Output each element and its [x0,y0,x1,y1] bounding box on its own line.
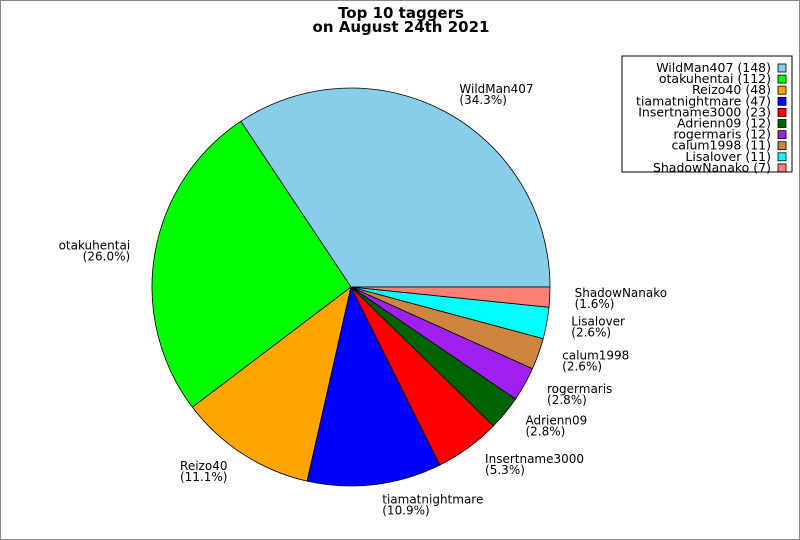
legend-entry-label: Adrienn09 (12) [677,116,771,131]
slice-label: rogermaris [547,382,612,396]
pie-slice-tiamatnightmare [306,285,441,487]
slice-percent-label: (34.3%) [459,93,506,107]
slice-percent-label: (2.8%) [525,425,565,439]
chart-title-line-1: Top 10 taggers [338,4,464,22]
slice-percent-label: (10.9%) [382,503,429,517]
slice-label: Insertname3000 [485,452,584,466]
slice-percent-label: (2.8%) [547,393,587,407]
slice-label: Lisalover [571,315,625,329]
legend-entry-label: tiamatnightmare (47) [636,93,771,108]
legend-entry-label: WildMan407 (148) [656,60,771,75]
slice-label: Reizo40 [180,459,227,473]
legend-swatch [777,85,787,95]
legend-entry-label: otakuhentai (112) [659,71,771,86]
legend-swatch [777,74,787,84]
slice-label: ShadowNanako [575,286,668,300]
slice-label: WildMan407 [459,82,533,96]
pie-slice-ShadowNanako [350,286,551,308]
legend-swatch [777,63,787,73]
legend-box [621,55,793,173]
legend-entry-label: calum1998 (11) [671,138,771,153]
legend-entry-label: Lisalover (11) [685,149,771,164]
legend-swatch [777,96,787,106]
legend-entry-label: Reizo40 (48) [692,82,771,97]
slice-percent-label: (26.0%) [83,249,130,263]
pie-slice-Reizo40 [191,286,352,482]
legend-swatch [777,119,787,128]
slice-label: calum1998 [562,349,629,363]
legend-entry-label: rogermaris (12) [673,127,771,142]
legend-swatch [777,152,787,162]
slice-percent-label: (2.6%) [571,326,611,340]
slice-percent-label: (11.1%) [180,470,227,484]
pie-slice-otakuhentai [151,120,352,408]
chart-title-line-2: on August 24th 2021 [313,18,490,36]
slice-percent-label: (5.3%) [485,463,525,477]
slice-label: tiamatnightmare [382,492,483,506]
legend-swatch [777,163,787,173]
legend-swatch [777,108,787,117]
legend-swatch [777,130,787,140]
slice-label: Adrienn09 [525,414,587,428]
legend-entry-label: ShadowNanako (7) [653,160,771,175]
legend-entry-label: Insertname3000 (23) [638,104,771,119]
legend-swatch [777,141,787,151]
slice-percent-label: (1.6%) [575,297,615,311]
slice-percent-label: (2.6%) [562,360,602,374]
slice-label: otakuhentai [59,238,131,252]
